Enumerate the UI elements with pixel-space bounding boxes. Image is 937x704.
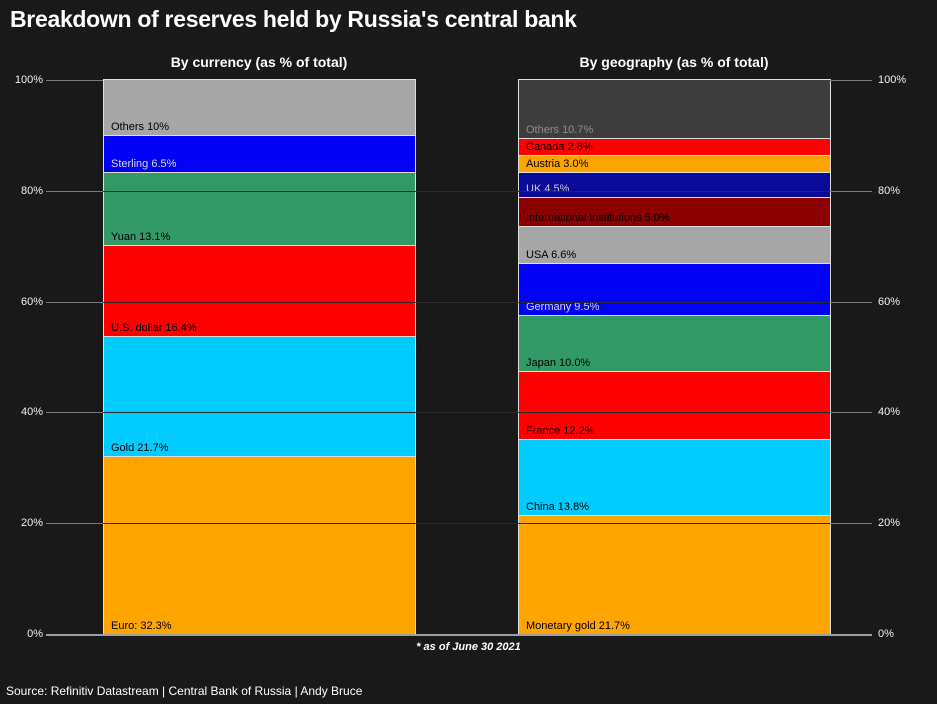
- y-axis-label-left: 80%: [20, 185, 43, 197]
- y-axis-label-right: 60%: [878, 296, 901, 308]
- segment-label: Austria 3.0%: [526, 157, 589, 170]
- segment-others: Others 10%: [104, 79, 415, 136]
- segment-label: Sterling 6.5%: [111, 157, 177, 170]
- gridline: [46, 191, 872, 192]
- segment-germany: Germany 9.5%: [519, 263, 830, 317]
- right-tick: [830, 80, 872, 81]
- y-axis-label-right: 20%: [878, 517, 901, 529]
- y-axis-label-left: 40%: [20, 406, 43, 418]
- right-tick: [830, 191, 872, 192]
- y-axis-label-left: 60%: [20, 296, 43, 308]
- segment-canada: Canada 2.8%: [519, 139, 830, 156]
- segment-sterling: Sterling 6.5%: [104, 135, 415, 173]
- gridline: [46, 412, 872, 413]
- segment-uk: UK 4.5%: [519, 172, 830, 199]
- segment-label: Others 10.7%: [526, 124, 594, 137]
- segment-label: Canada 2.8%: [526, 140, 593, 153]
- segment-euro: Euro: 32.3%: [104, 456, 415, 634]
- segment-france: France 12.2%: [519, 372, 830, 440]
- segment-austria: Austria 3.0%: [519, 155, 830, 173]
- segment-label: Japan 10.0%: [526, 357, 591, 369]
- y-axis-label-right: 40%: [878, 406, 901, 418]
- segment-label: Others 10%: [111, 120, 170, 133]
- segment-label: International institutions 5.0%: [526, 211, 670, 224]
- segment-label: China 13.8%: [526, 500, 589, 513]
- x-axis-line: [46, 634, 872, 636]
- y-axis-label-right: 0%: [878, 628, 894, 640]
- right-tick: [830, 523, 872, 524]
- left-tick: [46, 191, 103, 192]
- gridline: [46, 302, 872, 303]
- source-line: Source: Refinitiv Datastream | Central B…: [6, 684, 363, 698]
- segment-china: China 13.8%: [519, 439, 830, 516]
- segment-international-institutions: International institutions 5.0%: [519, 198, 830, 227]
- right-tick: [830, 302, 872, 303]
- right-tick: [830, 412, 872, 413]
- y-axis-label-left: 20%: [20, 517, 43, 529]
- segment-label: Monetary gold 21.7%: [526, 620, 630, 632]
- y-axis-label-right: 80%: [878, 185, 901, 197]
- segment-u-s-dollar: U.S. dollar 16.4%: [104, 245, 415, 337]
- currency-stacked-bar: Euro: 32.3% Gold 21.7% U.S. dollar 16.4% Yu…: [103, 79, 416, 635]
- segment-label: Yuan 13.1%: [111, 230, 171, 243]
- segment-label: U.S. dollar 16.4%: [111, 321, 197, 334]
- left-tick: [46, 523, 103, 524]
- left-tick: [46, 80, 103, 81]
- y-axis-label-left: 100%: [14, 74, 43, 86]
- right-chart-title: By geography (as % of total): [579, 54, 769, 70]
- segment-others: Others 10.7%: [519, 80, 830, 140]
- y-axis-label-left: 0%: [27, 628, 43, 640]
- segment-usa: USA 6.6%: [519, 226, 830, 264]
- y-axis-label-right: 100%: [878, 74, 907, 86]
- segment-label: Germany 9.5%: [526, 301, 600, 314]
- segment-yuan: Yuan 13.1%: [104, 172, 415, 246]
- left-tick: [46, 302, 103, 303]
- gridline: [46, 523, 872, 524]
- left-tick: [46, 412, 103, 413]
- left-chart-title: By currency (as % of total): [170, 54, 348, 70]
- segment-japan: Japan 10.0%: [519, 316, 830, 372]
- footnote: * as of June 30 2021: [416, 641, 521, 653]
- segment-label: Gold 21.7%: [111, 441, 169, 454]
- segment-gold: Gold 21.7%: [104, 336, 415, 457]
- segment-monetary-gold: Monetary gold 21.7%: [519, 515, 830, 634]
- page-title: Breakdown of reserves held by Russia's c…: [10, 6, 577, 32]
- segment-label: France 12.2%: [526, 424, 595, 437]
- segment-label: UK 4.5%: [526, 183, 570, 196]
- segment-label: USA 6.6%: [526, 248, 577, 261]
- segment-label: Euro: 32.3%: [111, 620, 172, 632]
- geography-stacked-bar: Monetary gold 21.7% China 13.8% France 12.…: [518, 79, 831, 635]
